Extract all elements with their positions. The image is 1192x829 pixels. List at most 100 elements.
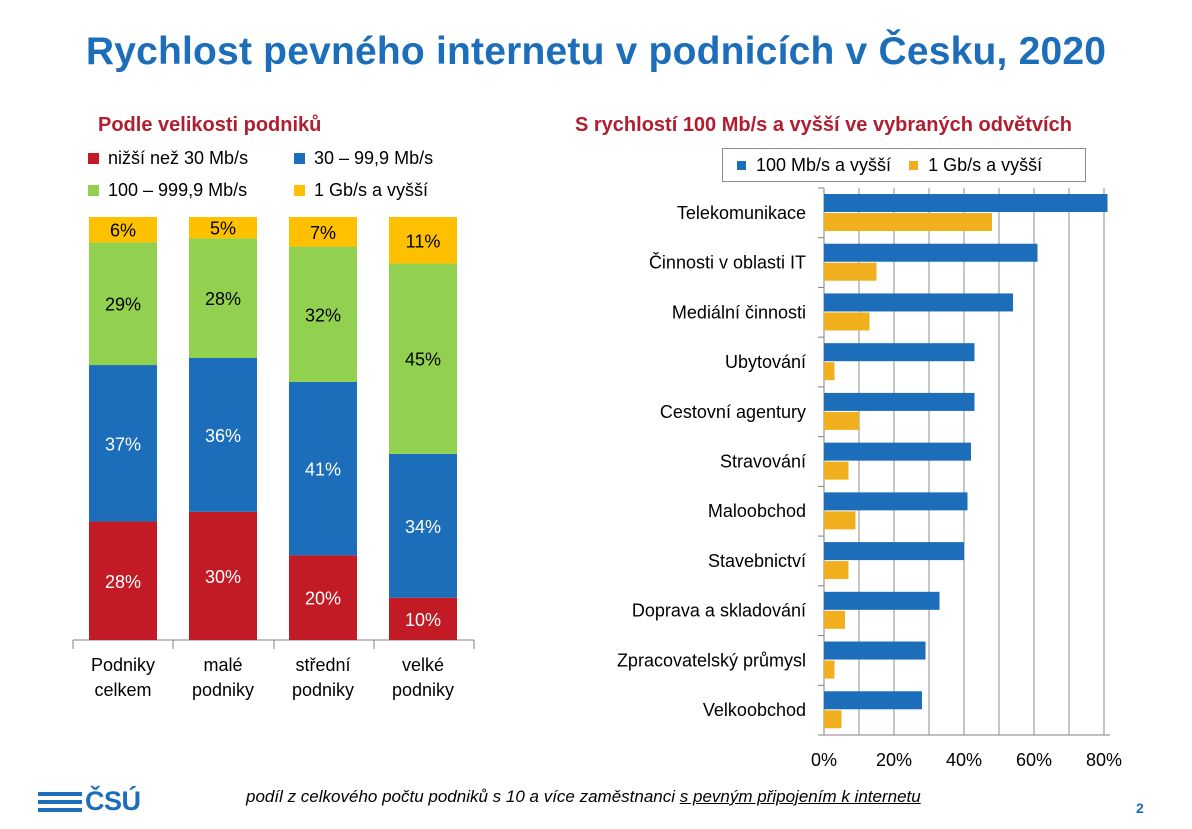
right-bar-1gb bbox=[824, 511, 856, 530]
right-x-tick-label: 60% bbox=[1016, 750, 1052, 770]
left-bar-segment bbox=[289, 555, 357, 640]
left-bar-data-label: 7% bbox=[310, 223, 336, 243]
right-category-label: Činnosti v oblasti IT bbox=[649, 252, 806, 273]
legend-label: nižší než 30 Mb/s bbox=[108, 148, 249, 168]
right-category-label: Ubytování bbox=[725, 352, 806, 372]
left-bar-data-label: 28% bbox=[205, 289, 241, 309]
right-bar-100mb bbox=[824, 641, 926, 660]
left-category-label: velké bbox=[402, 655, 444, 675]
legend-swatch-red bbox=[88, 153, 99, 164]
left-bar-segment bbox=[89, 365, 157, 522]
right-bar-1gb bbox=[824, 461, 849, 480]
left-bar-data-label: 45% bbox=[405, 350, 441, 370]
footer-underlined-text: s pevným připojením k internetu bbox=[679, 787, 921, 806]
left-bar-segment bbox=[389, 597, 457, 640]
left-bar-data-label: 20% bbox=[305, 589, 341, 609]
left-bar-segment bbox=[89, 521, 157, 640]
legend-swatch-green bbox=[88, 185, 99, 196]
right-category-label: Cestovní agentury bbox=[660, 402, 806, 422]
right-bar-100mb bbox=[824, 542, 964, 561]
right-bar-100mb bbox=[824, 293, 1013, 312]
logo-lines-icon bbox=[38, 790, 82, 814]
right-bar-1gb bbox=[824, 710, 842, 729]
legend-label: 30 – 99,9 Mb/s bbox=[314, 148, 434, 168]
legend-item-1gb: 1 Gb/s a vyšší bbox=[294, 180, 428, 201]
right-bar-100mb bbox=[824, 442, 971, 461]
right-bar-1gb bbox=[824, 610, 845, 629]
left-bar-data-label: 6% bbox=[110, 221, 136, 241]
page-title: Rychlost pevného internetu v podnicích v… bbox=[85, 30, 1107, 73]
legend-item-30-99: 30 – 99,9 Mb/s bbox=[294, 148, 433, 169]
right-category-label: Telekomunikace bbox=[677, 203, 806, 223]
page-number: 2 bbox=[1136, 800, 1144, 816]
legend-item-below-30: nižší než 30 Mb/s bbox=[88, 148, 248, 169]
right-x-tick-label: 20% bbox=[876, 750, 912, 770]
right-bar-1gb bbox=[824, 660, 835, 679]
legend-label: 1 Gb/s a vyšší bbox=[928, 154, 1043, 175]
legend-label: 100 Mb/s a vyšší bbox=[756, 154, 892, 175]
left-bar-segment bbox=[189, 358, 257, 512]
legend-swatch-blue bbox=[294, 153, 305, 164]
legend-swatch-orange bbox=[909, 160, 919, 170]
left-bar-segment bbox=[389, 217, 457, 264]
left-bar-segment bbox=[289, 217, 357, 247]
left-bar-segment bbox=[89, 242, 157, 366]
left-bar-data-label: 28% bbox=[105, 572, 141, 592]
right-category-label: Maloobchod bbox=[708, 501, 806, 521]
left-bar-data-label: 34% bbox=[405, 517, 441, 537]
legend-swatch-blue bbox=[737, 160, 746, 170]
right-category-label: Stavebnictví bbox=[708, 551, 806, 571]
right-x-tick-label: 40% bbox=[946, 750, 982, 770]
left-chart-subtitle: Podle velikosti podniků bbox=[98, 114, 322, 136]
right-bar-1gb bbox=[824, 561, 849, 580]
legend-item-100-999: 100 – 999,9 Mb/s bbox=[88, 180, 247, 201]
right-x-tick-label: 0% bbox=[811, 750, 837, 770]
right-bar-100mb bbox=[824, 591, 940, 610]
left-bar-data-label: 36% bbox=[205, 426, 241, 446]
right-bar-100mb bbox=[824, 392, 975, 411]
left-bar-segment bbox=[389, 453, 457, 598]
left-category-label: střední bbox=[295, 655, 350, 675]
left-bar-segment bbox=[189, 511, 257, 640]
left-category-label: malé bbox=[203, 655, 242, 675]
left-category-label: podniky bbox=[192, 680, 254, 700]
right-category-label: Stravování bbox=[720, 452, 806, 472]
left-category-label: Podniky bbox=[91, 655, 155, 675]
right-bar-100mb bbox=[824, 343, 975, 362]
left-bar-segment bbox=[289, 246, 357, 382]
right-bar-1gb bbox=[824, 312, 870, 331]
right-category-label: Velkoobchod bbox=[703, 700, 806, 720]
left-bar-data-label: 29% bbox=[105, 295, 141, 315]
left-bar-segment bbox=[189, 238, 257, 358]
right-chart-legend: 100 Mb/s a vyšší 1 Gb/s a vyšší bbox=[722, 148, 1086, 182]
csu-logo: ČSÚ bbox=[38, 786, 141, 817]
left-bar-segment bbox=[89, 217, 157, 243]
right-bar-1gb bbox=[824, 213, 992, 231]
left-category-label: podniky bbox=[292, 680, 354, 700]
left-category-label: podniky bbox=[392, 680, 454, 700]
left-bar-data-label: 30% bbox=[205, 567, 241, 587]
left-bar-data-label: 5% bbox=[210, 219, 236, 239]
right-category-label: Mediální činnosti bbox=[672, 302, 806, 322]
right-bar-1gb bbox=[824, 262, 877, 281]
right-chart-subtitle: S rychlostí 100 Mb/s a vyšší ve vybranýc… bbox=[575, 114, 1072, 136]
right-bar-100mb bbox=[824, 194, 1108, 212]
right-bar-100mb bbox=[824, 243, 1038, 262]
right-category-label: Zpracovatelský průmysl bbox=[617, 650, 806, 670]
left-bar-data-label: 10% bbox=[405, 610, 441, 630]
right-bar-100mb bbox=[824, 492, 968, 511]
left-bar-data-label: 11% bbox=[406, 231, 441, 251]
left-bar-data-label: 32% bbox=[305, 305, 341, 325]
left-bar-segment bbox=[389, 263, 457, 454]
legend-label: 100 – 999,9 Mb/s bbox=[108, 180, 248, 200]
logo-text: ČSÚ bbox=[85, 786, 141, 816]
legend-swatch-yellow bbox=[294, 185, 305, 196]
left-category-label: celkem bbox=[94, 680, 151, 700]
right-x-tick-label: 80% bbox=[1086, 750, 1122, 770]
left-bar-data-label: 37% bbox=[105, 434, 141, 454]
left-bar-segment bbox=[189, 217, 257, 239]
left-bar-data-label: 41% bbox=[305, 460, 341, 480]
footer-note: podíl z celkového počtu podniků s 10 a v… bbox=[246, 787, 921, 807]
right-category-label: Doprava a skladování bbox=[632, 601, 806, 621]
